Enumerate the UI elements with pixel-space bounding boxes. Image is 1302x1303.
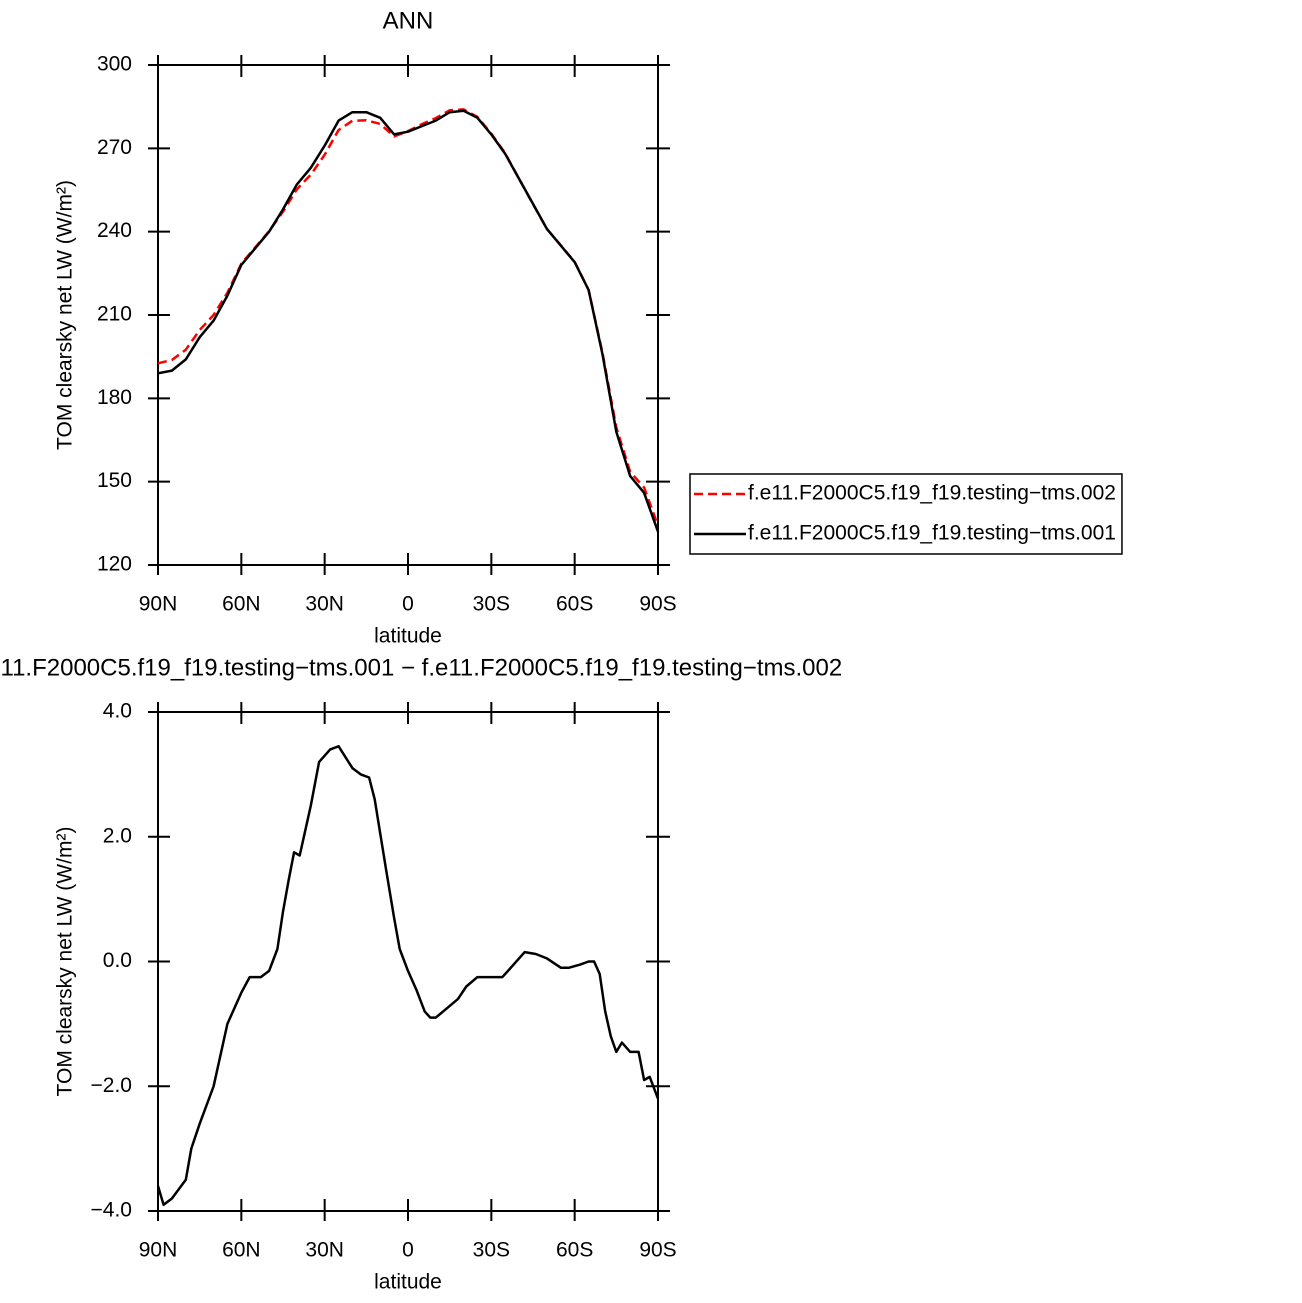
y-tick-label: 180 bbox=[97, 386, 132, 409]
x-tick-label: 30N bbox=[305, 1239, 344, 1262]
legend-label: f.e11.F2000C5.f19_f19.testing−tms.002 bbox=[748, 482, 1116, 505]
data-line bbox=[157, 108, 660, 527]
data-line bbox=[157, 109, 660, 533]
x-tick-label: 0 bbox=[402, 593, 414, 616]
y-tick-label: −4.0 bbox=[91, 1199, 132, 1222]
x-tick-label: 30S bbox=[473, 593, 510, 616]
plot-frame bbox=[157, 64, 659, 566]
x-tick-label: 30N bbox=[305, 593, 344, 616]
y-tick-label: 300 bbox=[97, 53, 132, 76]
y-tick-label: 0.0 bbox=[103, 949, 132, 972]
legend-frame bbox=[689, 473, 1123, 555]
y-axis-label: TOM clearsky net LW (W/m²) bbox=[54, 827, 77, 1097]
plot-frame bbox=[157, 711, 659, 1212]
x-tick-label: 90S bbox=[639, 1239, 676, 1262]
data-line bbox=[156, 745, 660, 1207]
legend-label: f.e11.F2000C5.f19_f19.testing−tms.001 bbox=[748, 522, 1116, 545]
y-tick-label: −2.0 bbox=[91, 1074, 132, 1097]
x-tick-label: 30S bbox=[473, 1239, 510, 1262]
x-tick-label: 60S bbox=[556, 1239, 593, 1262]
y-tick-label: 270 bbox=[97, 136, 132, 159]
x-tick-label: 90N bbox=[139, 1239, 178, 1262]
y-tick-label: 240 bbox=[97, 219, 132, 242]
y-tick-label: 150 bbox=[97, 469, 132, 492]
y-tick-label: 2.0 bbox=[103, 824, 132, 847]
x-axis-label: latitude bbox=[374, 625, 442, 648]
x-tick-label: 90N bbox=[139, 593, 178, 616]
x-axis-label: latitude bbox=[374, 1271, 442, 1294]
chart-title: f.e11.F2000C5.f19_f19.testing−tms.001 − … bbox=[0, 654, 842, 681]
x-tick-label: 90S bbox=[639, 593, 676, 616]
x-tick-label: 60N bbox=[222, 593, 261, 616]
y-tick-label: 120 bbox=[97, 553, 132, 576]
chart-title: ANN bbox=[383, 7, 434, 34]
x-tick-label: 60N bbox=[222, 1239, 261, 1262]
y-tick-label: 210 bbox=[97, 303, 132, 326]
x-tick-label: 60S bbox=[556, 593, 593, 616]
x-tick-label: 0 bbox=[402, 1239, 414, 1262]
y-tick-label: 4.0 bbox=[103, 700, 132, 723]
y-axis-label: TOM clearsky net LW (W/m²) bbox=[54, 180, 77, 450]
